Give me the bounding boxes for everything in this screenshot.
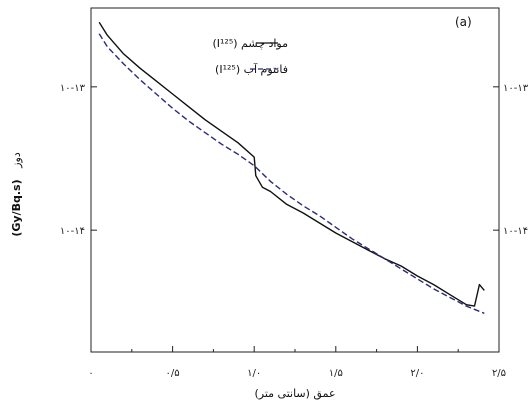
y-tick-label-right: ۱۰-۱۳ xyxy=(503,83,529,94)
series-line-eye-material xyxy=(98,21,485,307)
x-tick-label: ۱/۵ xyxy=(329,368,343,379)
legend: مواد چشم (I¹²⁵) فانتوم آب (I¹²⁵) xyxy=(212,37,288,76)
x-tick-label: ۲/۰ xyxy=(410,368,424,379)
x-tick-label: ۰/۵ xyxy=(166,368,180,379)
series-line-water-phantom xyxy=(98,33,485,314)
legend-label-water: فانتوم آب (I¹²⁵) xyxy=(215,62,288,76)
x-tick-label: ۲/۵ xyxy=(492,368,506,379)
x-tick-label: ۱/۰ xyxy=(247,368,261,379)
y-tick-label-right: ۱۰-۱۴ xyxy=(503,226,528,237)
axis-ticks: ۰ ۰/۵ ۱/۰ ۱/۵ ۲/۰ ۲/۵ ۱۰-۱۳ ۱۰-۱۳ ۱۰-۱۴ ۱۰-۱۴ xyxy=(60,83,529,379)
y-axis-label-unit: (Gy/Bq.s) xyxy=(10,179,23,236)
x-tick-label: ۰ xyxy=(88,368,93,379)
y-tick-label-left: ۱۰-۱۴ xyxy=(60,226,85,237)
panel-label: (a) xyxy=(455,15,472,29)
x-axis-label: عمق (سانتی متر) xyxy=(254,387,335,401)
y-tick-label-left: ۱۰-۱۳ xyxy=(60,83,86,94)
plot-frame xyxy=(90,7,500,353)
series-layer xyxy=(98,21,485,314)
y-axis-label: دوز (Gy/Bq.s) xyxy=(10,152,23,236)
legend-label-eye: مواد چشم (I¹²⁵) xyxy=(212,37,288,50)
y-axis-label-prefix: دوز xyxy=(10,152,23,169)
